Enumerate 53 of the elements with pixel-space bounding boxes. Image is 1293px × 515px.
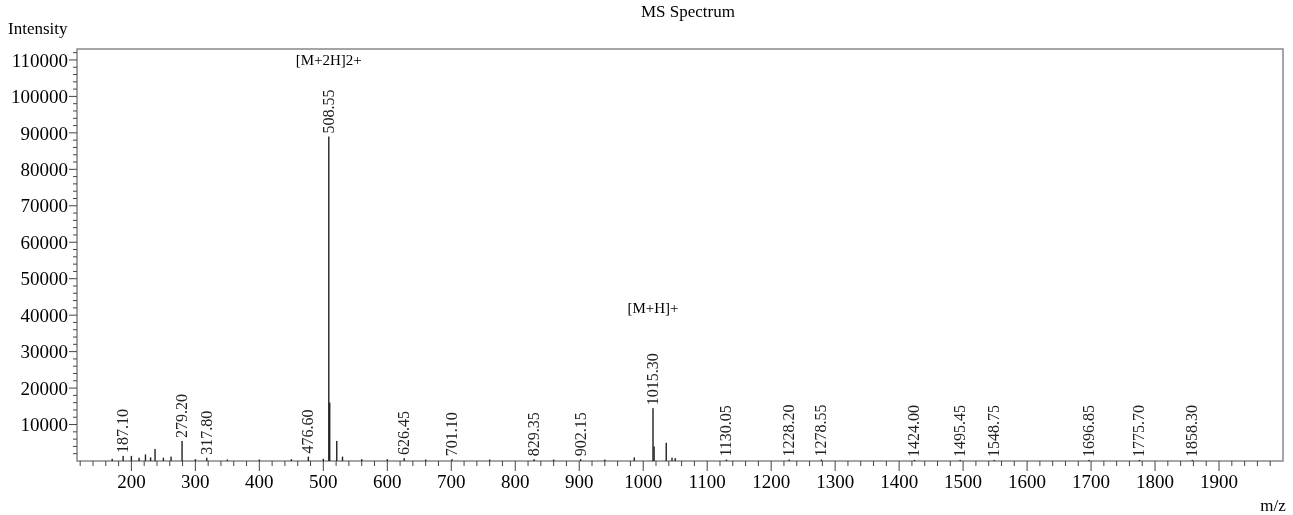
annotation: 187.10 [114, 408, 132, 453]
y-tick-label: 60000 [20, 231, 68, 253]
x-tick-label: 400 [245, 471, 274, 492]
x-tick-label: 200 [117, 471, 146, 492]
x-tick-label: 1500 [944, 471, 983, 492]
y-tick-label: 40000 [20, 304, 68, 326]
annotation: 508.55 [319, 89, 337, 134]
annotation: 1858.30 [1183, 404, 1201, 457]
y-tick-label: 20000 [20, 377, 68, 399]
annotation: 1548.75 [985, 404, 1003, 457]
x-tick-label: 1000 [624, 471, 663, 492]
annotation: 902.15 [571, 412, 589, 457]
y-tick-label: 50000 [20, 268, 68, 290]
x-tick-label: 700 [437, 471, 466, 492]
y-axis-title: Intensity [8, 19, 68, 38]
annotation: 279.20 [173, 393, 191, 438]
y-tick-label: 10000 [20, 414, 68, 436]
annotation: [M+H]+ [627, 300, 679, 317]
annotation: 829.35 [525, 412, 543, 457]
annotation: 1015.30 [644, 353, 661, 406]
annotation: 1130.05 [717, 405, 735, 457]
x-tick-label: 600 [373, 471, 402, 492]
annotation: [M+2H]2+ [295, 52, 362, 68]
x-tick-label: 1700 [1072, 471, 1111, 492]
annotation: 1228.20 [780, 404, 798, 457]
annotation: 476.60 [299, 409, 317, 454]
x-tick-label: 1100 [688, 471, 726, 492]
x-tick-label: 800 [501, 471, 530, 492]
x-tick-label: 500 [309, 471, 338, 492]
x-tick-label: 1600 [1008, 471, 1047, 492]
y-tick-label: 100000 [11, 86, 68, 108]
chart-title: MS Spectrum [641, 2, 735, 21]
x-tick-label: 1300 [816, 471, 855, 492]
annotation: 1775.70 [1130, 404, 1148, 457]
annotation: 626.45 [395, 411, 413, 456]
y-tick-label: 90000 [20, 122, 68, 144]
x-tick-label: 1900 [1200, 471, 1239, 492]
annotation: 1696.85 [1080, 404, 1098, 457]
annotation: 1278.55 [812, 404, 830, 457]
x-tick-label: 1800 [1136, 471, 1175, 492]
annotation: 317.80 [197, 410, 215, 455]
x-tick-label: 300 [181, 471, 210, 492]
y-tick-label: 30000 [20, 341, 68, 363]
x-axis-title: m/z [1260, 496, 1287, 515]
annotation: 1424.00 [905, 404, 923, 457]
annotation: 1495.45 [951, 404, 969, 457]
x-tick-label: 1400 [880, 471, 919, 492]
y-tick-label: 80000 [20, 158, 68, 180]
y-tick-label: 110000 [11, 49, 68, 71]
x-tick-label: 1200 [752, 471, 791, 492]
x-tick-label: 900 [564, 471, 594, 492]
annotation: 701.10 [442, 412, 460, 457]
y-tick-label: 70000 [20, 195, 68, 217]
